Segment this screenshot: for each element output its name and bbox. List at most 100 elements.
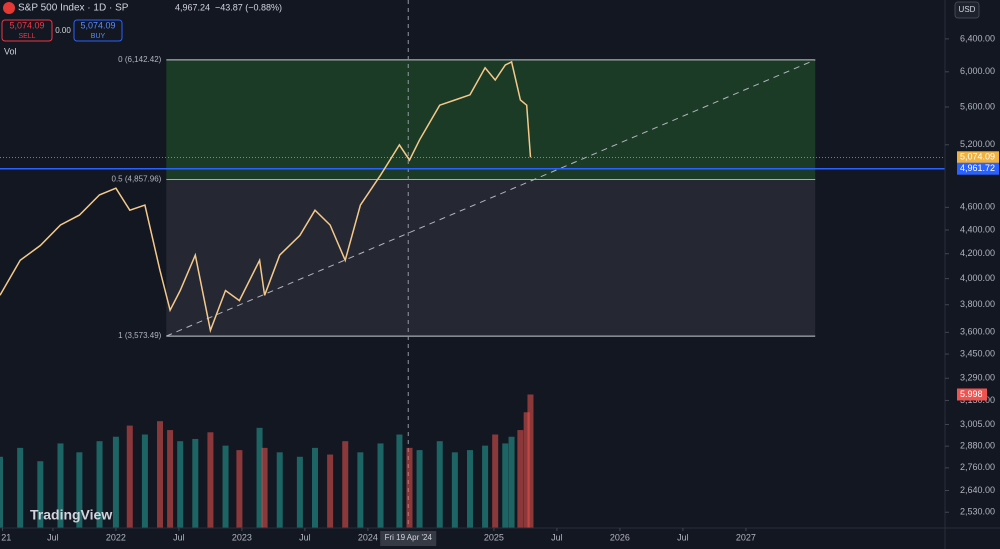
volume-bar <box>76 452 83 528</box>
x-tick-label: 2027 <box>736 532 756 542</box>
currency-button[interactable] <box>954 1 980 19</box>
price-tag <box>957 151 999 164</box>
price-tag-label: 5,074.09 <box>960 152 995 162</box>
y-tick-label: 4,000.00 <box>960 273 995 283</box>
y-tick-label: 2,880.00 <box>960 441 995 451</box>
volume-tag <box>957 388 987 401</box>
volume-bar <box>508 436 515 528</box>
price-tag <box>957 162 999 175</box>
symbol[interactable]: S&P 500 Index · 1D · SP <box>18 3 129 14</box>
fib-zone <box>166 179 816 337</box>
y-tick-label: 3,005.00 <box>960 419 995 429</box>
sell-button[interactable] <box>1 19 53 42</box>
x-tick-label: 2022 <box>106 532 126 542</box>
volume-bar <box>261 447 268 528</box>
volume-bar <box>222 445 229 528</box>
volume-bar <box>377 443 384 528</box>
x-tick-label: n 21 <box>0 532 11 542</box>
volume-bar <box>482 445 489 528</box>
volume-bar <box>527 394 534 528</box>
price-line-series <box>0 60 532 334</box>
logo: TradingView <box>30 507 112 523</box>
x-tick-label: 2025 <box>484 532 504 542</box>
volume-bar <box>451 452 458 528</box>
x-tick-label: 2023 <box>232 532 252 542</box>
y-tick-label: 3,450.00 <box>960 348 995 358</box>
volume-bar <box>207 432 214 528</box>
volume-bar <box>436 441 443 528</box>
volume-bar <box>327 454 334 528</box>
buy-label: BUY <box>91 33 106 40</box>
volume-bar <box>177 441 184 528</box>
y-tick-label: 6,400.00 <box>960 33 995 43</box>
volume-bar <box>96 441 103 528</box>
y-tick-label: 6,000.00 <box>960 66 995 76</box>
y-tick-label: 3,290.00 <box>960 373 995 383</box>
x-tick-label: Jul <box>551 532 563 542</box>
volume-bar <box>126 425 133 528</box>
volume-bar <box>523 412 530 528</box>
volume-bar <box>296 456 303 528</box>
last-price: 4,967.24 <box>175 2 210 12</box>
y-tick-label: 3,800.00 <box>960 299 995 309</box>
x-tick-label: Jul <box>47 532 59 542</box>
fib-label: 1 (3,573.49) <box>118 331 161 340</box>
volume-bar <box>157 421 164 528</box>
volume-bar <box>141 434 148 528</box>
volume-bar <box>0 456 3 528</box>
fib-trend <box>166 59 816 337</box>
volume-bar <box>492 434 499 528</box>
sell-label: SELL <box>18 33 35 40</box>
y-tick-label: 4,600.00 <box>960 202 995 212</box>
y-tick-label: 5,600.00 <box>960 101 995 111</box>
indicator[interactable]: Vol <box>4 46 17 56</box>
x-tick-label: 2024 <box>358 532 378 542</box>
y-tick-label: 5,200.00 <box>960 139 995 149</box>
volume-bar <box>112 436 119 528</box>
y-tick-label: 2,640.00 <box>960 485 995 495</box>
price-tag-label: 4,961.72 <box>960 163 995 173</box>
volume-tag-label: 5.998 <box>960 389 983 399</box>
volume-bar <box>406 447 413 528</box>
volume-bar <box>466 450 473 528</box>
y-tick-label: 2,530.00 <box>960 507 995 517</box>
symbol-logo <box>3 2 15 14</box>
crosshair-box <box>380 531 437 546</box>
volume-bar <box>236 450 243 528</box>
volume-bar <box>342 441 349 528</box>
volume-bar <box>256 427 263 528</box>
y-tick-label: 4,400.00 <box>960 224 995 234</box>
x-tick-label: Jul <box>299 532 311 542</box>
spread: 0.00 <box>55 26 71 35</box>
volume-bar <box>312 447 318 528</box>
x-tick-label: Jul <box>173 532 185 542</box>
volume-bar <box>396 434 403 528</box>
y-tick-label: 4,200.00 <box>960 248 995 258</box>
volume-bar <box>416 450 423 528</box>
y-tick-label: 3,600.00 <box>960 327 995 337</box>
sell-price: 5,074.09 <box>9 20 44 30</box>
crosshair-label: Fri 19 Apr '24 <box>385 533 433 542</box>
volume-bar <box>17 447 24 528</box>
x-tick-label: Jul <box>677 532 689 542</box>
buy-button[interactable] <box>73 19 123 42</box>
y-tick-label: 2,760.00 <box>960 462 995 472</box>
currency: USD <box>959 5 976 14</box>
fib-zone <box>166 59 816 180</box>
change: −43.87 (−0.88%) <box>215 2 282 12</box>
volume-bar <box>357 452 364 528</box>
fib-label: 0 (6,142.42) <box>118 55 161 64</box>
fib-label: 0.5 (4,857.96) <box>112 175 162 184</box>
volume-bar <box>192 438 199 528</box>
plot: 0 (6,142.42) 0.5 (4,857.96) 1 (3,573.49) <box>0 0 945 528</box>
buy-price: 5,074.09 <box>80 20 115 30</box>
volume-bar <box>57 443 64 528</box>
volume-bar <box>276 452 283 528</box>
volume-bar <box>502 443 509 528</box>
volume-bar <box>167 430 174 528</box>
volume-bar <box>37 461 44 528</box>
x-tick-label: 2026 <box>610 532 630 542</box>
